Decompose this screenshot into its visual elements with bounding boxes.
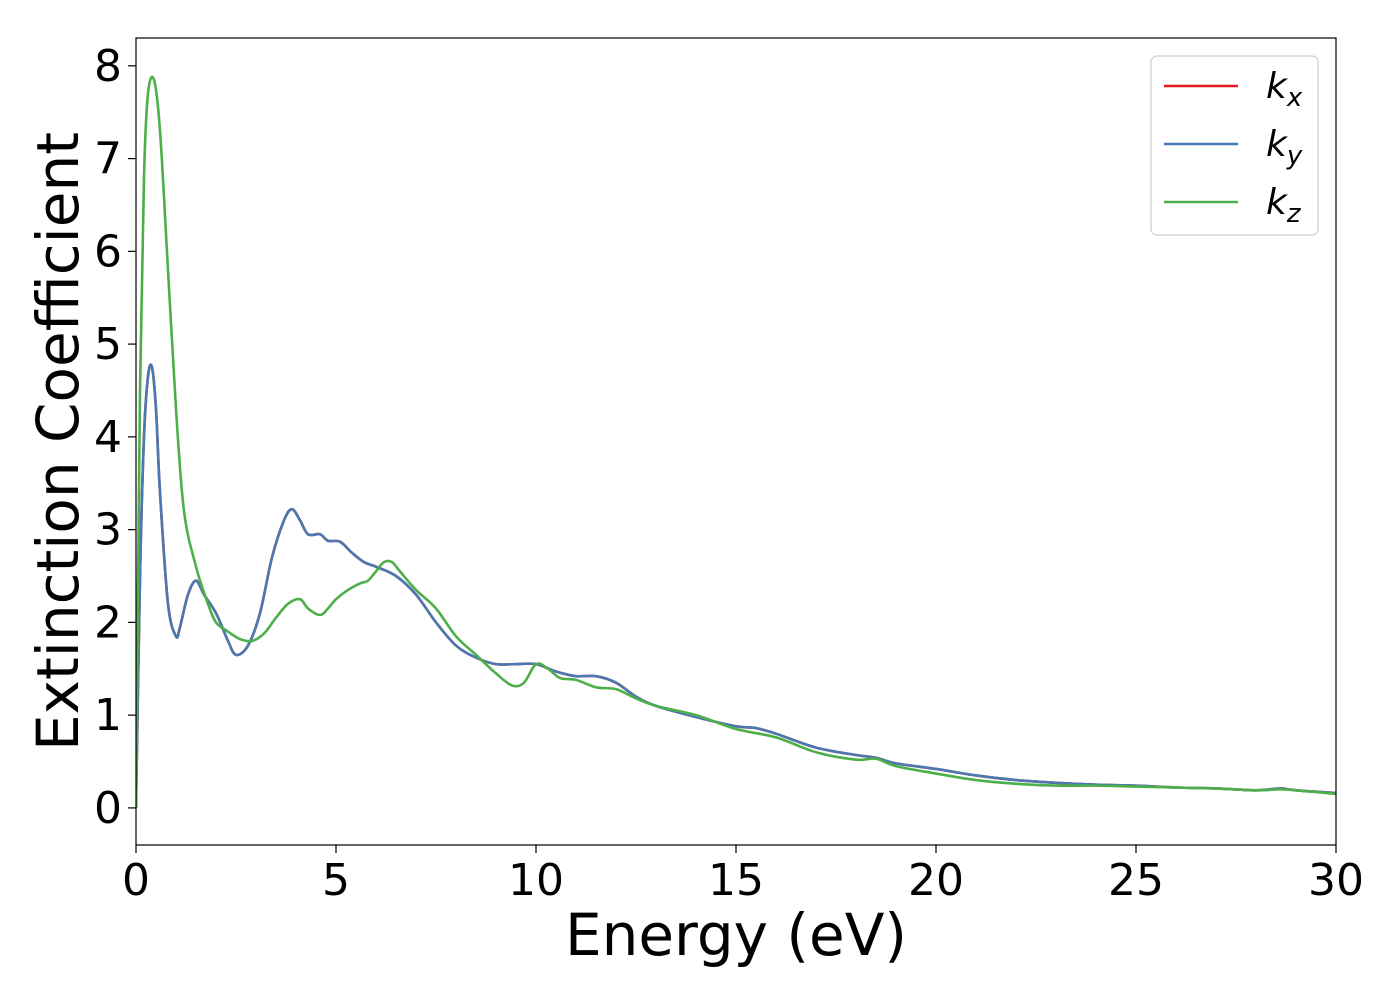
legend: kx ky kz: [1150, 55, 1319, 236]
y-axis-title: Extinction Coefficient: [24, 132, 92, 751]
x-tick-label: 30: [1308, 855, 1364, 906]
y-tick-label: 2: [94, 597, 122, 648]
y-tick-label: 7: [94, 134, 122, 185]
x-tick-label: 0: [122, 855, 150, 906]
y-axis: 0 1 2 3 4 5 6 7 8: [94, 41, 136, 834]
y-tick-label: 8: [94, 41, 122, 92]
legend-label-z: kz: [1266, 182, 1302, 229]
legend-box: [1150, 55, 1319, 236]
series-layer: [136, 75, 1336, 808]
x-tick-label: 25: [1108, 855, 1164, 906]
x-axis-title: Energy (eV): [565, 901, 907, 969]
x-tick-label: 20: [908, 855, 964, 906]
legend-label-y: ky: [1266, 124, 1303, 171]
y-tick-label: 1: [94, 690, 122, 741]
x-tick-label: 10: [508, 855, 564, 906]
y-tick-label: 4: [94, 412, 122, 463]
y-tick-label: 6: [94, 226, 122, 277]
x-tick-label: 15: [708, 855, 764, 906]
y-tick-label: 3: [94, 505, 122, 556]
x-tick-label: 5: [322, 855, 350, 906]
y-tick-label: 5: [94, 319, 122, 370]
series-line-x: [136, 363, 1336, 808]
series-line-y: [136, 363, 1336, 808]
series-line-z: [136, 75, 1336, 808]
legend-label-x: kx: [1266, 66, 1303, 113]
y-tick-label: 0: [94, 783, 122, 834]
x-axis: 0 5 10 15 20 25 30: [122, 845, 1364, 906]
